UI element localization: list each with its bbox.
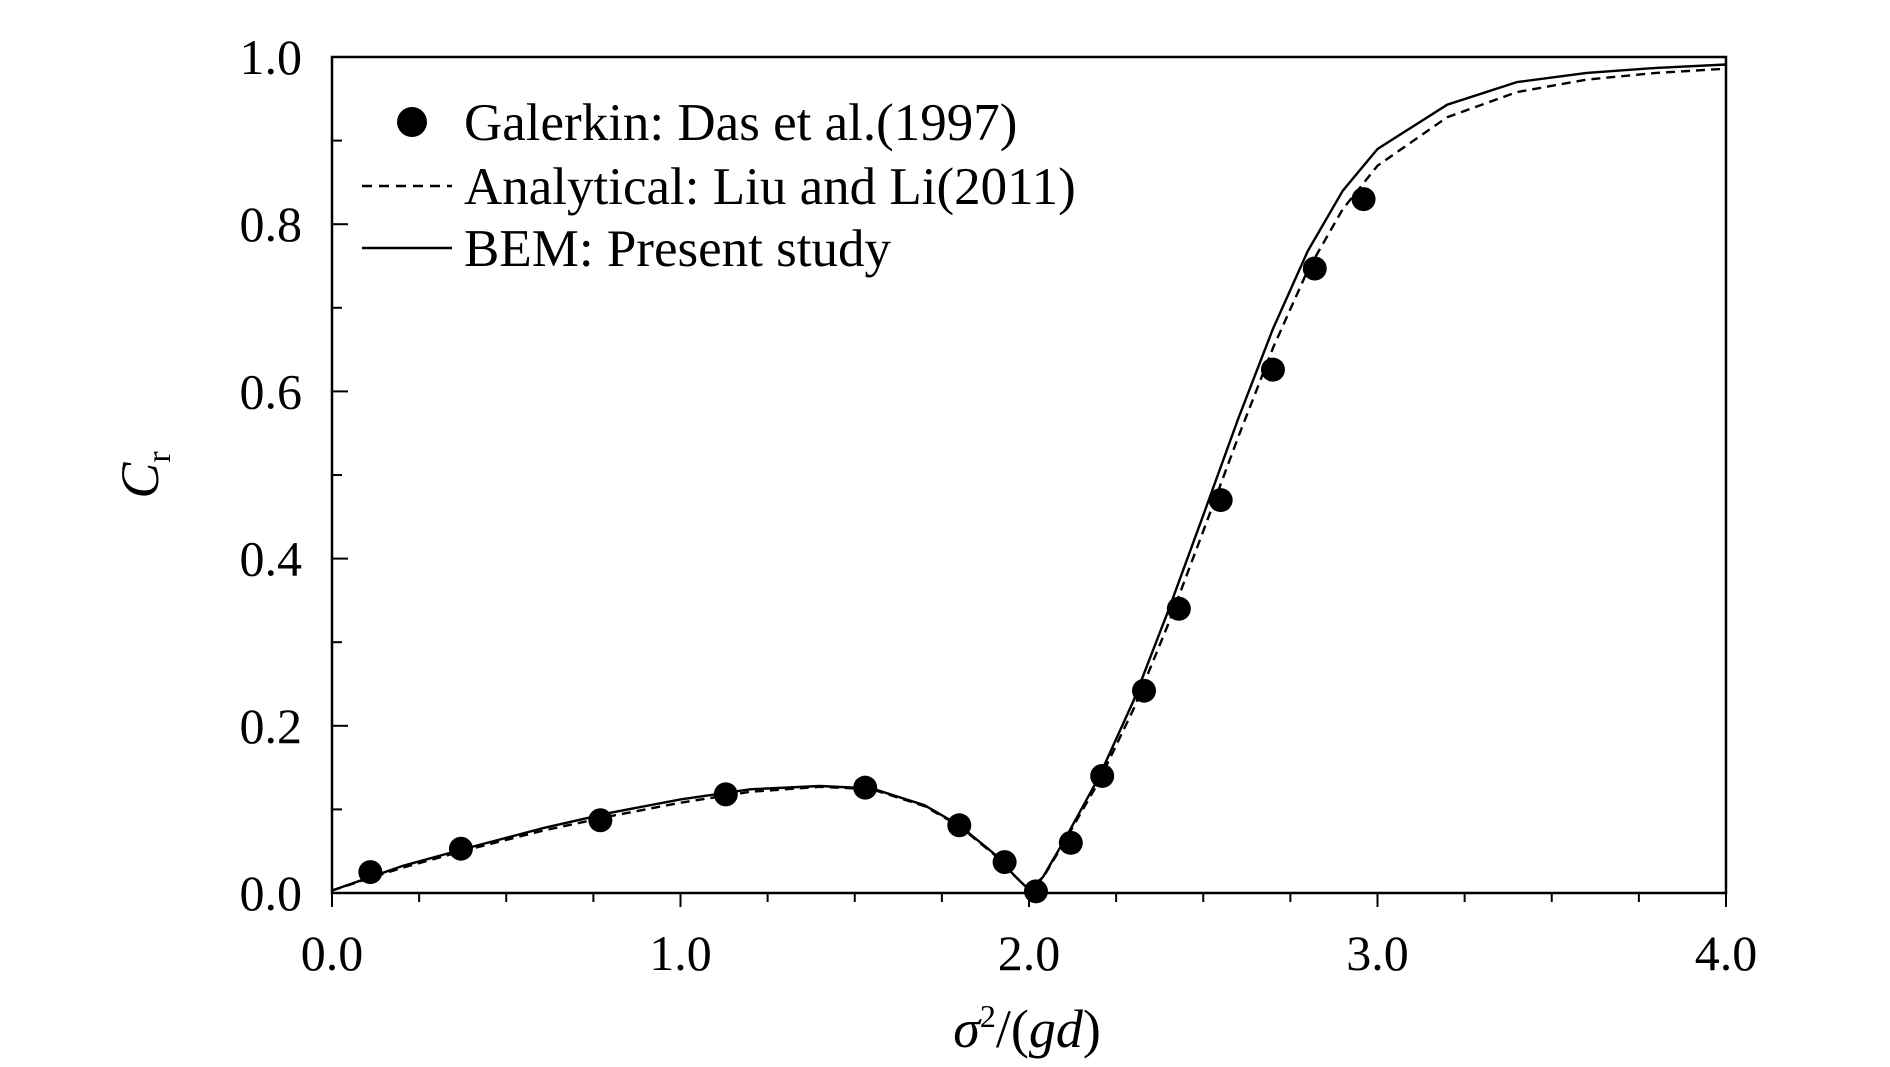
x-axis-title-close: ) (1083, 999, 1101, 1059)
y-axis-title-main: C (110, 462, 170, 499)
x-tick-label: 1.0 (649, 925, 712, 981)
legend: Galerkin: Das et al.(1997) Analytical: L… (362, 94, 1076, 278)
svg-text:σ2/(gd): σ2/(gd) (953, 998, 1101, 1059)
x-tick-label: 4.0 (1695, 925, 1758, 981)
galerkin-point (1302, 256, 1327, 281)
y-tick-label: 0.8 (240, 196, 303, 252)
y-tick-label: 0.6 (240, 363, 303, 419)
x-axis-title-slash: /( (996, 999, 1029, 1059)
galerkin-point (588, 808, 613, 833)
ticks-layer: 0.0 1.0 2.0 3.0 4.0 0.0 0.2 0.4 0.6 0.8 1.0 (240, 29, 1758, 981)
x-axis-title: σ2/(gd) (953, 998, 1101, 1059)
y-tick-label: 0.4 (240, 531, 303, 587)
x-axis-title-gd: gd (1029, 999, 1084, 1059)
y-axis-title-subscript: r (141, 451, 178, 463)
x-axis-title-superscript: 2 (980, 998, 996, 1034)
legend-marker-galerkin (397, 107, 427, 137)
y-tick-label: 0.0 (240, 865, 303, 921)
series-layer (331, 63, 1727, 904)
galerkin-point (1058, 830, 1083, 855)
bem-curve (331, 63, 1727, 892)
legend-label-galerkin: Galerkin: Das et al.(1997) (464, 94, 1017, 152)
galerkin-point (992, 850, 1017, 875)
y-tick-label: 1.0 (240, 29, 303, 85)
y-axis-title: Cr (110, 451, 178, 499)
galerkin-point (1023, 879, 1048, 904)
x-tick-label: 2.0 (998, 925, 1061, 981)
y-tick-label: 0.2 (240, 698, 303, 754)
galerkin-point (1260, 357, 1285, 382)
legend-label-analytical: Analytical: Liu and Li(2011) (464, 158, 1076, 216)
galerkin-point (1351, 187, 1376, 212)
x-axis-title-sigma: σ (953, 999, 982, 1059)
x-tick-label: 0.0 (301, 925, 364, 981)
galerkin-point (713, 782, 738, 807)
galerkin-point (1208, 488, 1233, 513)
legend-label-bem: BEM: Present study (464, 220, 891, 278)
svg-text:Cr: Cr (110, 451, 178, 499)
plot-frame (330, 55, 1728, 895)
x-tick-label: 3.0 (1346, 925, 1409, 981)
